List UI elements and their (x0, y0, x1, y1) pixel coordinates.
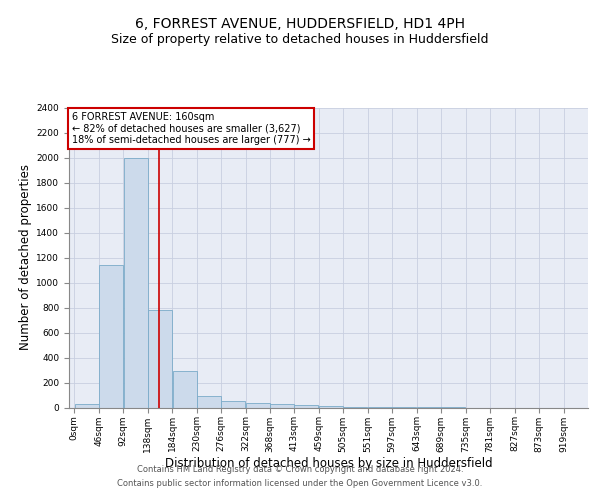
Bar (319, 406, 343, 407)
Bar (343, 407, 367, 408)
Bar (295, 405, 319, 407)
Text: 6, FORREST AVENUE, HUDDERSFIELD, HD1 4PH: 6, FORREST AVENUE, HUDDERSFIELD, HD1 4PH (135, 18, 465, 32)
Bar (99, 265, 123, 408)
Text: 6 FORREST AVENUE: 160sqm
← 82% of detached houses are smaller (3,627)
18% of sem: 6 FORREST AVENUE: 160sqm ← 82% of detach… (71, 112, 310, 145)
Text: Contains public sector information licensed under the Open Government Licence v3: Contains public sector information licen… (118, 478, 482, 488)
Bar (74, 404, 98, 407)
Bar (271, 404, 295, 407)
Bar (124, 158, 148, 408)
X-axis label: Distribution of detached houses by size in Huddersfield: Distribution of detached houses by size … (164, 457, 493, 470)
Bar (197, 396, 221, 407)
Bar (148, 310, 172, 408)
Bar (221, 400, 245, 407)
Bar (246, 402, 270, 407)
Y-axis label: Number of detached properties: Number of detached properties (19, 164, 32, 350)
Bar (173, 371, 197, 408)
Text: Contains HM Land Registry data © Crown copyright and database right 2024.: Contains HM Land Registry data © Crown c… (137, 465, 463, 474)
Text: Size of property relative to detached houses in Huddersfield: Size of property relative to detached ho… (111, 32, 489, 46)
